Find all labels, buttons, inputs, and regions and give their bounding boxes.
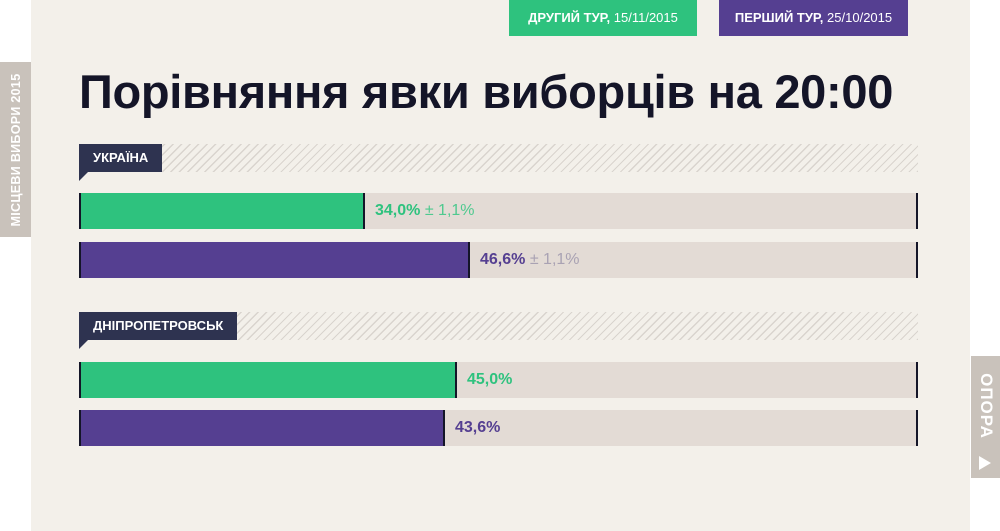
bar-error: ± 1,1% [529, 251, 580, 268]
bar-track: 45,0% [79, 362, 918, 398]
region-header: ДНІПРОПЕТРОВСЬК [79, 312, 918, 349]
bar-ukraine-round1[interactable] [81, 242, 470, 278]
bar-value: 46,6% [480, 251, 526, 268]
logo-tab[interactable]: ОПОРА [971, 356, 1000, 478]
legend-round1-label: ПЕРШИЙ ТУР, [734, 10, 824, 25]
legend-round1-date: 25/10/2015 [827, 10, 893, 25]
bar-value: 45,0% [467, 371, 513, 388]
bar-label-ukraine-round1: 46,6% ± 1,1% [480, 242, 580, 278]
bar-dnipropetrovsk-round2[interactable] [81, 362, 457, 398]
bar-label-dnipropetrovsk-round1: 43,6% [455, 410, 500, 446]
chart-title: Порівняння явки виборців на 20:00 [79, 65, 894, 118]
bar-track: 34,0% ± 1,1% [79, 193, 918, 229]
region-label: УКРАЇНА [79, 144, 163, 181]
sidebar-tab[interactable]: МІСЦЕВИ ВИБОРИ 2015 [0, 62, 31, 237]
hatch-pattern [79, 144, 918, 172]
bar-value: 34,0% [375, 202, 421, 219]
region-label: ДНІПРОПЕТРОВСЬК [79, 312, 238, 349]
bar-ukraine-round2[interactable] [81, 193, 365, 229]
bar-track: 43,6% [79, 410, 918, 446]
sidebar-label: МІСЦЕВИ ВИБОРИ 2015 [8, 73, 23, 226]
region-dnipropetrovsk: ДНІПРОПЕТРОВСЬК 45,0% 43,6% [79, 312, 918, 446]
legend-round2-button[interactable]: ДРУГИЙ ТУР, 15/11/2015 [509, 0, 697, 36]
legend-round2-label: ДРУГИЙ ТУР, [528, 10, 611, 25]
region-ukraine: УКРАЇНА 34,0% ± 1,1% 46,6% ± 1,1% [79, 144, 918, 278]
bar-label-dnipropetrovsk-round2: 45,0% [467, 362, 512, 398]
region-header: УКРАЇНА [79, 144, 918, 181]
logo-text: ОПОРА [976, 373, 996, 439]
bar-value: 43,6% [455, 419, 501, 436]
legend-round1-button[interactable]: ПЕРШИЙ ТУР, 25/10/2015 [719, 0, 908, 36]
bar-error: ± 1,1% [424, 202, 475, 219]
play-arrow-icon [979, 456, 991, 470]
bar-track: 46,6% ± 1,1% [79, 242, 918, 278]
bar-label-ukraine-round2: 34,0% ± 1,1% [375, 193, 475, 229]
bar-dnipropetrovsk-round1[interactable] [81, 410, 445, 446]
legend-round2-date: 15/11/2015 [613, 10, 678, 25]
